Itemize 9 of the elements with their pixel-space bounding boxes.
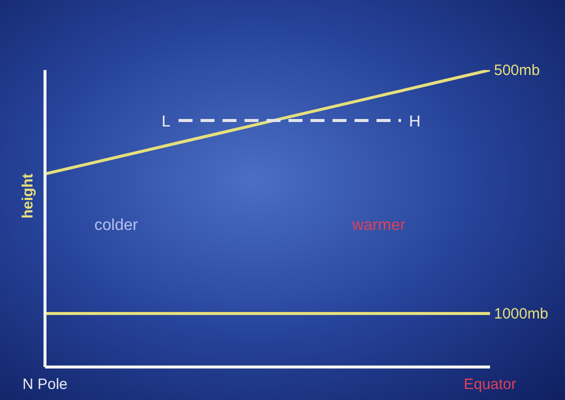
series-label: 1000mb [494,306,548,323]
y-axis-title: height [19,174,36,218]
x-tick-label: Equator [464,376,516,393]
annotation: L [162,113,171,130]
x-tick-label: N Pole [22,376,68,393]
annotation: H [409,113,421,130]
series-label: 500mb [494,62,540,79]
annotation: warmer [351,217,406,234]
annotation: colder [94,217,139,234]
